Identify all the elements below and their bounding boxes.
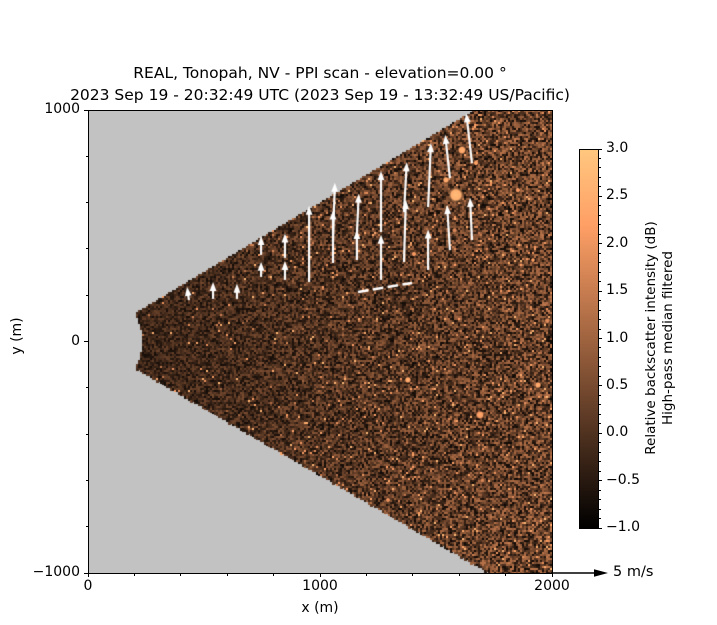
x-axis-label: x (m) — [301, 600, 339, 616]
y-axis-minor-tick — [85, 526, 88, 528]
colorbar-tick — [598, 385, 602, 387]
colorbar-minor-tick — [598, 281, 601, 283]
colorbar-tick-label: 1.5 — [606, 282, 629, 299]
plot-title: REAL, Tonopah, NV - PPI scan - elevation… — [0, 63, 640, 106]
colorbar-minor-tick — [598, 252, 601, 254]
colorbar-tick-label: 1.0 — [606, 329, 629, 346]
colorbar-minor-tick — [598, 499, 601, 501]
y-axis-minor-tick — [85, 433, 88, 435]
x-axis-minor-tick — [273, 573, 275, 576]
colorbar-minor-tick — [598, 186, 601, 188]
colorbar-minor-tick — [598, 328, 601, 330]
colorbar-tick — [598, 480, 602, 482]
y-axis-minor-tick — [85, 155, 88, 157]
x-axis-minor-tick — [458, 573, 460, 576]
colorbar-minor-tick — [598, 404, 601, 406]
y-axis-minor-tick — [85, 202, 88, 204]
colorbar — [579, 149, 598, 528]
colorbar-minor-tick — [598, 442, 601, 444]
ppi-scan-image — [88, 110, 552, 573]
colorbar-minor-tick — [598, 224, 601, 226]
colorbar-minor-tick — [598, 508, 601, 510]
colorbar-tick — [598, 148, 602, 150]
colorbar-minor-tick — [598, 489, 601, 491]
colorbar-minor-tick — [598, 167, 601, 169]
colorbar-minor-tick — [598, 262, 601, 264]
colorbar-tick — [598, 195, 602, 197]
colorbar-minor-tick — [598, 375, 601, 377]
x-axis-tick-label: 2000 — [534, 578, 570, 594]
colorbar-minor-tick — [598, 356, 601, 358]
y-axis-tick-label: 1000 — [44, 101, 80, 117]
colorbar-tick-label: 2.5 — [606, 187, 629, 204]
colorbar-minor-tick — [598, 413, 601, 415]
x-axis-minor-tick — [412, 573, 414, 576]
colorbar-tick — [598, 527, 602, 529]
colorbar-minor-tick — [598, 271, 601, 273]
colorbar-minor-tick — [598, 176, 601, 178]
x-axis-tick — [551, 573, 553, 577]
y-axis-tick — [84, 109, 88, 111]
colorbar-minor-tick — [598, 366, 601, 368]
y-axis-tick-label: 0 — [71, 332, 80, 349]
y-axis-tick — [84, 572, 88, 574]
colorbar-label-line2: High-pass median filtered — [660, 251, 676, 425]
x-axis-tick — [87, 573, 89, 577]
y-axis-minor-tick — [85, 248, 88, 250]
y-axis-label: y (m) — [9, 317, 25, 355]
y-axis-minor-tick — [85, 479, 88, 481]
colorbar-minor-tick — [598, 451, 601, 453]
x-axis-minor-tick — [505, 573, 507, 576]
x-axis-tick — [319, 573, 321, 577]
colorbar-label: Relative backscatter intensity (dB) High… — [643, 148, 677, 528]
colorbar-minor-tick — [598, 309, 601, 311]
colorbar-minor-tick — [598, 423, 601, 425]
y-axis-minor-tick — [85, 294, 88, 296]
colorbar-minor-tick — [598, 470, 601, 472]
colorbar-label-line1: Relative backscatter intensity (dB) — [643, 221, 659, 455]
quiver-key-label: 5 m/s — [613, 564, 654, 580]
colorbar-tick — [598, 338, 602, 339]
colorbar-tick — [598, 432, 602, 434]
plot-title-line1: REAL, Tonopah, NV - PPI scan - elevation… — [133, 64, 507, 82]
x-axis-tick-label: 1000 — [302, 578, 338, 594]
colorbar-minor-tick — [598, 461, 601, 463]
colorbar-minor-tick — [598, 394, 601, 396]
colorbar-minor-tick — [598, 518, 601, 520]
y-axis-minor-tick — [85, 387, 88, 389]
colorbar-tick-label: 0.5 — [606, 376, 629, 393]
colorbar-minor-tick — [598, 300, 601, 302]
x-axis-minor-tick — [133, 573, 135, 576]
colorbar-tick-label: 3.0 — [606, 140, 629, 156]
plot-title-line2: 2023 Sep 19 - 20:32:49 UTC (2023 Sep 19 … — [70, 85, 570, 104]
colorbar-tick-label: −0.5 — [606, 471, 640, 488]
colorbar-tick — [598, 290, 602, 292]
x-axis-minor-tick — [180, 573, 182, 576]
x-axis-minor-tick — [226, 573, 228, 576]
colorbar-tick-label: −1.0 — [606, 519, 640, 535]
colorbar-tick — [598, 243, 602, 245]
colorbar-minor-tick — [598, 214, 601, 216]
colorbar-minor-tick — [598, 233, 601, 235]
x-axis-minor-tick — [365, 573, 367, 576]
y-axis-tick — [84, 341, 88, 342]
y-axis-tick-label: −1000 — [32, 564, 80, 580]
quiver-key-arrow — [551, 569, 608, 577]
colorbar-minor-tick — [598, 205, 601, 207]
colorbar-tick-label: 2.0 — [606, 234, 629, 251]
colorbar-minor-tick — [598, 157, 601, 159]
colorbar-tick-label: 0.0 — [606, 424, 629, 441]
x-axis-tick-label: 0 — [83, 578, 93, 594]
colorbar-minor-tick — [598, 347, 601, 349]
colorbar-minor-tick — [598, 319, 601, 321]
